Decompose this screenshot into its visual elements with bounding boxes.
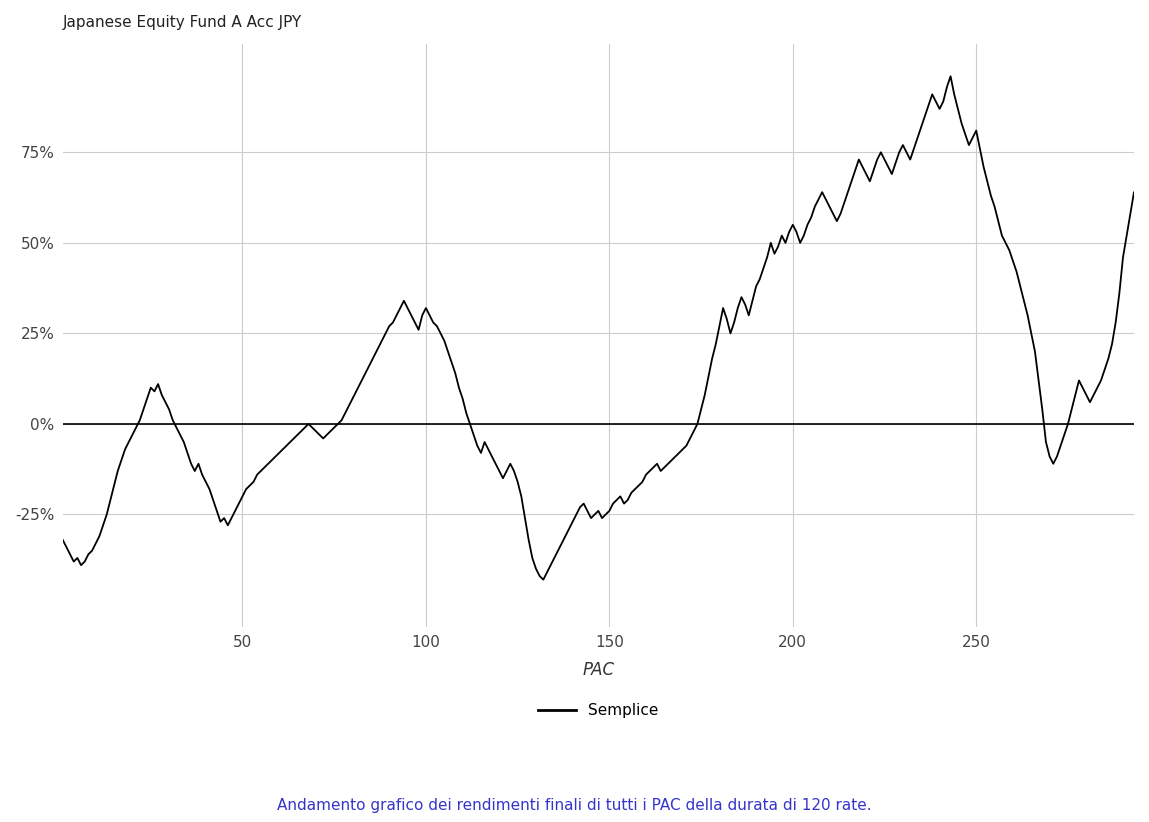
Text: Japanese Equity Fund A Acc JPY: Japanese Equity Fund A Acc JPY — [63, 15, 302, 30]
Legend: Semplice: Semplice — [532, 697, 665, 724]
X-axis label: PAC: PAC — [583, 661, 615, 679]
Text: Andamento grafico dei rendimenti finali di tutti i PAC della durata di 120 rate.: Andamento grafico dei rendimenti finali … — [277, 797, 872, 813]
